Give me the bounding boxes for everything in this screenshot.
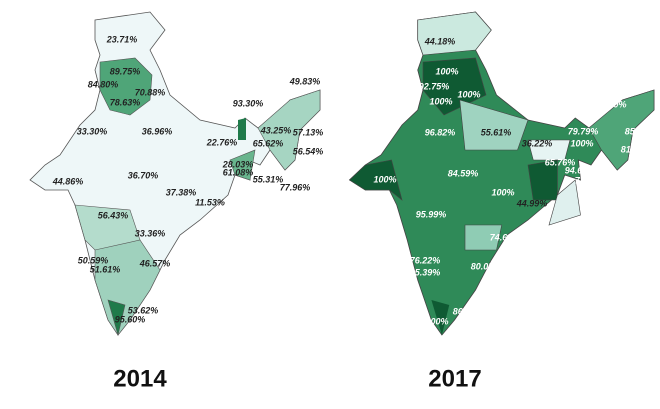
percent-label: 96.82%: [425, 127, 456, 137]
percent-label: 70.88%: [135, 87, 166, 97]
percent-label: 49.83%: [289, 76, 321, 86]
percent-label: 46.57%: [139, 258, 171, 268]
percent-label: 76.22%: [410, 255, 441, 265]
percent-label: 100%: [457, 89, 480, 99]
percent-label: 80.05%: [471, 261, 502, 271]
percent-label: 55.31%: [253, 174, 284, 184]
percent-label: 61.08%: [223, 167, 254, 177]
percent-label: 57.13%: [293, 127, 324, 137]
percent-label: 50.59%: [78, 255, 109, 265]
percent-label: 100%: [429, 96, 452, 106]
percent-label: 78.63%: [110, 97, 141, 107]
percent-label: 77.96%: [280, 182, 311, 192]
percent-label: 100%: [570, 138, 593, 148]
percent-label: 89.75%: [110, 66, 141, 76]
percent-label: 100%: [603, 99, 626, 109]
percent-label: 22.76%: [206, 137, 238, 147]
percent-label: 94.66%: [565, 165, 596, 175]
percent-label: 100%: [549, 96, 572, 106]
percent-label: 44.99%: [516, 198, 548, 208]
percent-label: 43.25%: [260, 125, 292, 135]
percent-label: 55.61%: [481, 127, 512, 137]
percent-label: 84.80%: [88, 79, 119, 89]
percent-label: 33.36%: [135, 228, 166, 238]
percent-label: 92.75%: [419, 81, 450, 91]
percent-label: 28.03%: [222, 159, 254, 169]
percent-label: 84.59%: [448, 168, 479, 178]
year-label: 2014: [113, 365, 167, 392]
percent-label: 33.30%: [77, 126, 108, 136]
percent-label: 37.38%: [166, 187, 197, 197]
year-label: 2017: [428, 365, 481, 392]
percent-label: 44.86%: [52, 176, 84, 186]
percent-label: 95.60%: [115, 314, 146, 324]
percent-label: 56.43%: [98, 210, 129, 220]
percent-label: 73.41%: [575, 175, 606, 185]
percent-label: 65.76%: [545, 157, 576, 167]
percent-label: 65.62%: [253, 138, 284, 148]
percent-label: 56.54%: [293, 146, 324, 156]
percent-label: 79.79%: [568, 126, 599, 136]
map-2017: [348, 11, 655, 336]
percent-label: 100%: [491, 187, 514, 197]
percent-label: 85.39%: [410, 267, 441, 277]
percent-label: 96.01%: [601, 198, 632, 208]
percent-label: 36.22%: [522, 138, 553, 148]
percent-label: 100%: [425, 316, 448, 326]
percent-label: 36.70%: [128, 170, 159, 180]
percent-label: 100%: [373, 174, 396, 184]
percent-label: 44.18%: [424, 36, 456, 46]
percent-label: 93.30%: [233, 98, 264, 108]
percent-label: 95.99%: [416, 209, 447, 219]
percent-label: 51.61%: [90, 264, 121, 274]
percent-label: 81.50%: [621, 144, 652, 154]
percent-label: 11.53%: [195, 197, 225, 207]
percent-label: 85.70%: [625, 126, 656, 136]
percent-label: 23.71%: [106, 34, 138, 44]
percent-label: 86.95%: [453, 306, 484, 316]
percent-label: 53.62%: [128, 305, 159, 315]
percent-label: 74.69%: [490, 232, 521, 242]
percent-label: 36.96%: [142, 126, 173, 136]
map-2014: [29, 11, 321, 337]
percent-label: 100%: [435, 66, 458, 76]
